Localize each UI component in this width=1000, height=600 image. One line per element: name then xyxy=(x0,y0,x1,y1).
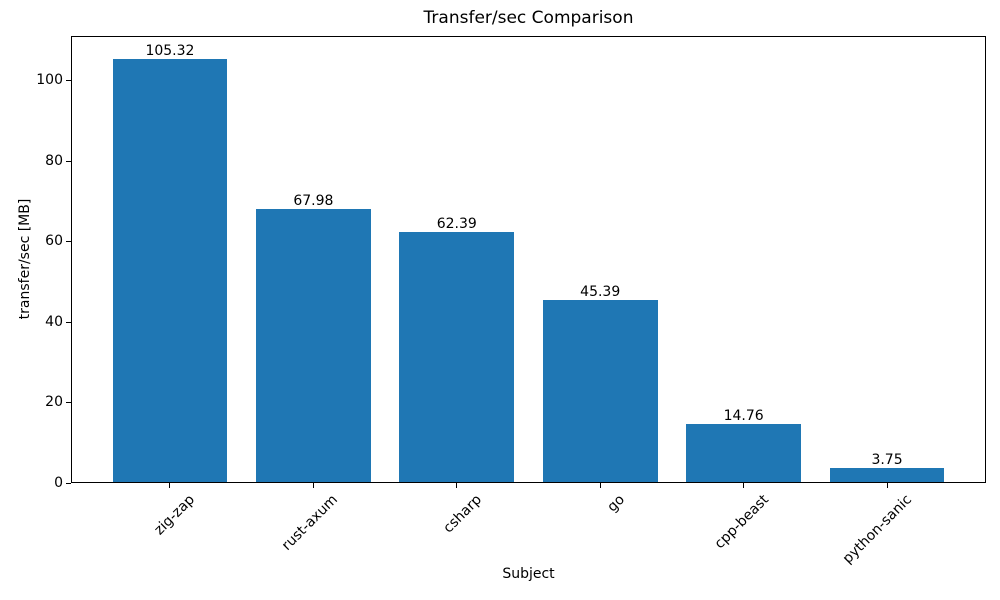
y-tick-label: 100 xyxy=(36,72,63,89)
bar xyxy=(399,231,515,482)
bar xyxy=(256,209,371,482)
y-tick xyxy=(66,322,71,323)
bar-value-label: 3.75 xyxy=(871,451,903,468)
y-tick xyxy=(66,241,71,242)
x-tick xyxy=(169,483,171,488)
y-axis-title: transfer/sec [MB] xyxy=(17,198,33,320)
x-tick-label: python-sanic xyxy=(839,491,916,567)
x-tick-label: rust-axum xyxy=(279,491,342,554)
bar-value-label: 105.32 xyxy=(145,42,195,59)
bar xyxy=(112,58,228,482)
bar-value-label: 45.39 xyxy=(580,284,621,301)
y-tick xyxy=(66,483,71,484)
x-tick-label: cpp-beast xyxy=(711,491,772,553)
x-tick-label: zig-zap xyxy=(151,491,198,539)
y-tick-label: 40 xyxy=(45,313,63,330)
x-tick xyxy=(886,483,888,488)
bar-value-label: 14.76 xyxy=(723,407,764,424)
y-tick-label: 0 xyxy=(54,475,63,491)
bar xyxy=(686,423,801,482)
x-tick xyxy=(743,483,745,488)
x-tick-label: csharp xyxy=(440,491,485,537)
y-tick xyxy=(66,402,71,403)
x-tick-label: go xyxy=(604,491,629,516)
y-tick-label: 80 xyxy=(45,152,63,169)
bar-value-label: 67.98 xyxy=(293,193,334,210)
x-tick xyxy=(312,483,314,488)
bar-value-label: 62.39 xyxy=(436,215,477,232)
y-tick-label: 20 xyxy=(45,394,63,411)
y-tick-label: 60 xyxy=(45,233,63,250)
y-tick xyxy=(66,80,71,81)
x-axis-title: Subject xyxy=(502,566,555,582)
x-tick xyxy=(599,483,601,488)
x-tick xyxy=(456,483,458,488)
bar xyxy=(542,300,658,482)
chart-title: Transfer/sec Comparison xyxy=(423,8,634,28)
bar xyxy=(829,467,945,482)
y-tick xyxy=(66,161,71,162)
